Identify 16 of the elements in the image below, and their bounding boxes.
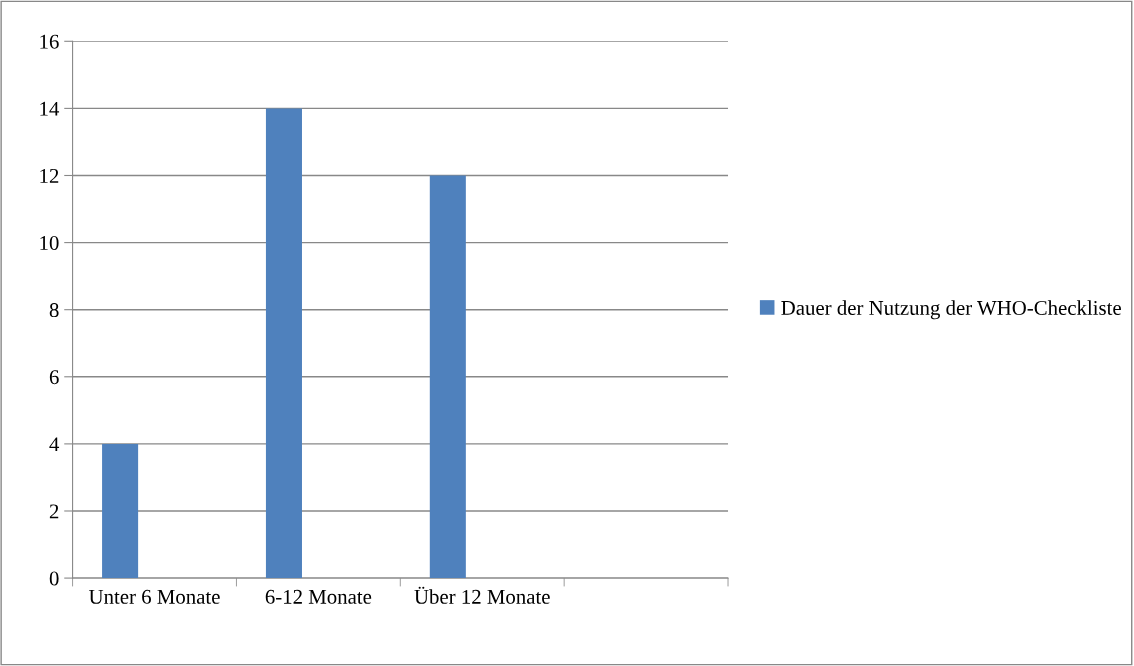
y-tick-label: 0 xyxy=(49,571,59,586)
bar xyxy=(429,175,466,579)
x-tick-label: Über 12 Monate xyxy=(414,586,550,604)
y-tick-label: 10 xyxy=(40,235,59,251)
legend-label: Dauer der Nutzung der WHO-Checkliste xyxy=(781,300,1121,320)
bar xyxy=(265,108,302,579)
y-tick-label: 14 xyxy=(40,101,60,116)
y-tick-label: 16 xyxy=(40,34,59,49)
bar xyxy=(102,443,139,579)
y-tick-label: 8 xyxy=(49,303,59,318)
x-tick-label: 6-12 Monate xyxy=(265,589,372,604)
x-tick-label: Unter 6 Monate xyxy=(88,589,220,604)
y-tick-label: 12 xyxy=(40,168,59,183)
y-tick-label: 2 xyxy=(49,504,59,519)
y-tick-label: 6 xyxy=(49,370,59,385)
y-tick-label: 4 xyxy=(49,437,60,452)
